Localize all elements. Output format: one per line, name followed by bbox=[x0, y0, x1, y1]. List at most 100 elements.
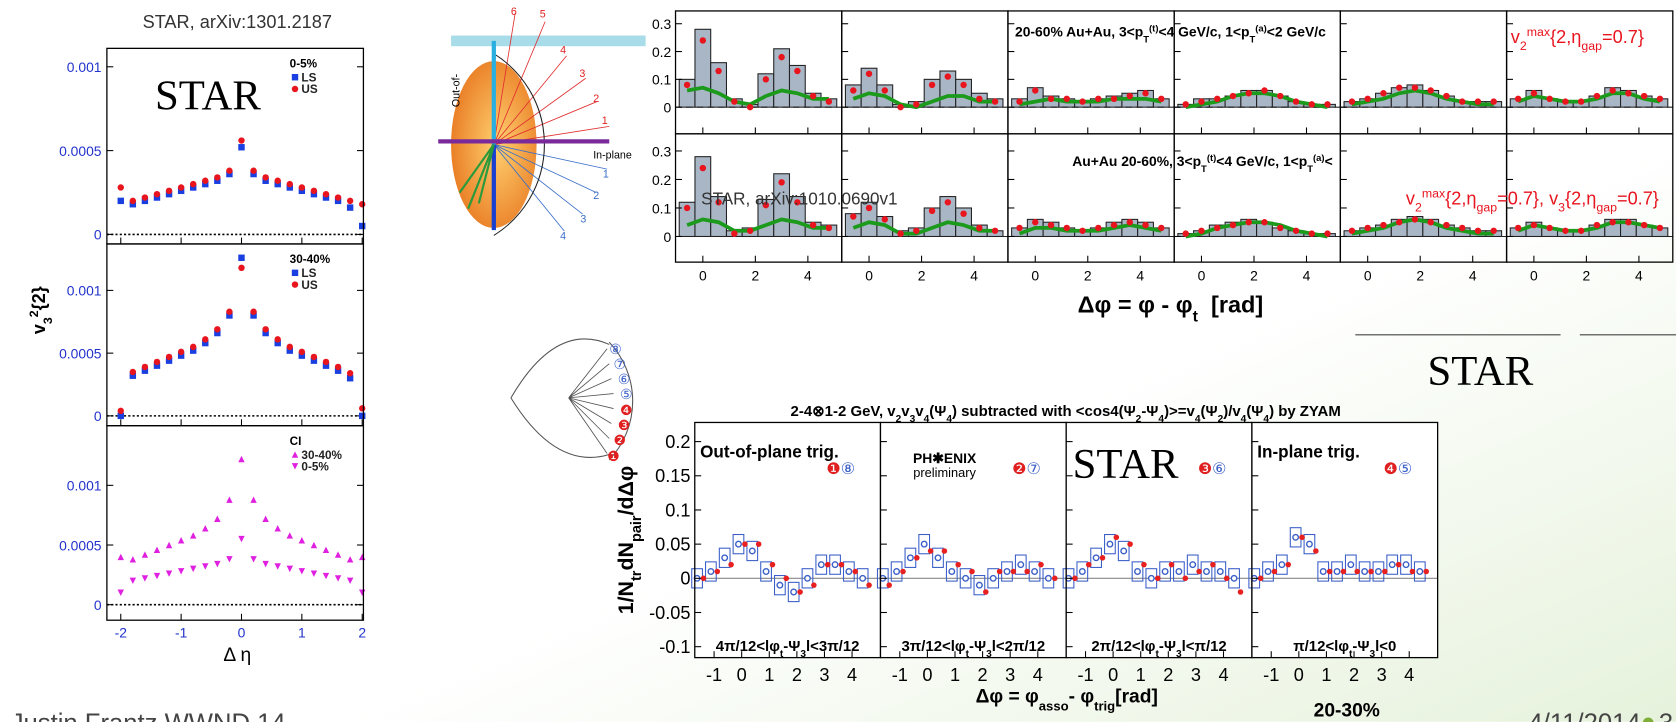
marker bbox=[298, 184, 306, 191]
marker bbox=[1044, 574, 1052, 582]
range-label: 2π/12<lφt-Ψ3l<π/12 bbox=[1091, 638, 1226, 660]
marker bbox=[1530, 221, 1538, 229]
marker bbox=[941, 548, 948, 554]
marker bbox=[809, 221, 817, 229]
x-tick-label: 3 bbox=[1191, 665, 1201, 685]
marker bbox=[1546, 224, 1553, 232]
marker bbox=[1292, 227, 1300, 234]
text-part: gap bbox=[1596, 200, 1617, 214]
marker bbox=[1427, 87, 1434, 94]
marker bbox=[1364, 224, 1371, 232]
marker bbox=[850, 213, 857, 220]
sys-box bbox=[801, 568, 814, 589]
flow-curve bbox=[686, 217, 829, 233]
marker bbox=[141, 551, 149, 558]
text-part: l<3π/12 bbox=[806, 638, 859, 655]
marker bbox=[996, 568, 1003, 575]
marker bbox=[291, 85, 299, 93]
marker bbox=[1110, 221, 1118, 229]
sys-box bbox=[973, 574, 986, 596]
legend-label: 0-5% bbox=[301, 461, 329, 474]
marker bbox=[927, 548, 934, 554]
marker bbox=[1210, 561, 1216, 568]
text-part: 2 bbox=[1136, 414, 1142, 425]
text-part: {2,η bbox=[1445, 188, 1476, 208]
marker bbox=[1348, 98, 1356, 105]
marker bbox=[238, 254, 245, 261]
panel-frame bbox=[106, 425, 365, 621]
flow-curve bbox=[852, 91, 996, 110]
marker bbox=[1459, 98, 1466, 105]
marker bbox=[1203, 568, 1210, 575]
marker bbox=[1625, 219, 1632, 226]
marker bbox=[1063, 224, 1070, 232]
marker bbox=[900, 568, 906, 575]
x-tick-label: 3 bbox=[1005, 665, 1015, 685]
y-tick-label: 0.001 bbox=[67, 59, 102, 75]
x-axis-label: Δφ = φasso- φtrig[rad] bbox=[976, 687, 1158, 714]
marker bbox=[1340, 568, 1347, 575]
text-part: <4 GeV/c, 1<p bbox=[1158, 24, 1249, 40]
y-tick-label: 0 bbox=[664, 229, 672, 245]
marker bbox=[346, 577, 354, 585]
x-tick-label: 4 bbox=[1635, 267, 1643, 283]
sys-box bbox=[1104, 533, 1116, 555]
text-part: Δφ = φ bbox=[976, 687, 1039, 708]
text-part: v bbox=[1406, 188, 1416, 208]
marker bbox=[1324, 101, 1331, 108]
marker bbox=[334, 551, 342, 558]
marker bbox=[769, 561, 776, 568]
marker bbox=[1292, 533, 1300, 541]
x-tick-label: 1 bbox=[298, 624, 306, 640]
fan-label: ⑦ bbox=[614, 356, 626, 372]
marker bbox=[824, 561, 831, 568]
y-tick-label: 0 bbox=[664, 100, 672, 116]
legend-label: US bbox=[301, 279, 317, 292]
x-tick-label: 2 bbox=[1250, 267, 1258, 283]
marker bbox=[1324, 230, 1331, 237]
marker bbox=[1609, 87, 1616, 94]
fan-label: ❶ bbox=[607, 448, 619, 464]
x-axis-label: Δ η bbox=[223, 645, 251, 666]
source-label: STAR, arXiv:1010.0690v1 bbox=[701, 189, 897, 208]
text-part: t bbox=[966, 649, 970, 660]
y-tick-label: 0 bbox=[94, 597, 102, 613]
bin-number: 1 bbox=[603, 169, 609, 181]
text-part: tr bbox=[629, 570, 645, 581]
marker bbox=[177, 537, 185, 544]
marker bbox=[1347, 561, 1355, 569]
row-title: 20-60% Au+Au, 3<pT(t)<4 GeV/c, 1<pT(a)<2… bbox=[1015, 23, 1326, 45]
text-part: t bbox=[1193, 308, 1199, 325]
x-tick-label: 2 bbox=[1416, 267, 1424, 283]
text-part: (Ψ bbox=[1200, 403, 1217, 420]
marker bbox=[359, 412, 366, 420]
text-part: (t) bbox=[1207, 152, 1216, 163]
marker bbox=[845, 568, 853, 575]
x-tick-label: -1 bbox=[706, 665, 722, 685]
marker bbox=[1010, 568, 1017, 575]
sys-box bbox=[746, 540, 759, 562]
x-tick-label: 3 bbox=[1377, 665, 1387, 685]
marker bbox=[991, 227, 999, 234]
marker bbox=[153, 194, 161, 201]
text-part: 4 bbox=[1158, 414, 1164, 425]
marker bbox=[250, 556, 257, 563]
x-tick-label: 4 bbox=[1033, 665, 1043, 685]
out-label: Out-of- bbox=[451, 73, 463, 107]
marker bbox=[1348, 227, 1356, 234]
marker bbox=[214, 177, 221, 184]
marker bbox=[991, 98, 999, 105]
text-part: 2 bbox=[1520, 39, 1527, 53]
marker bbox=[346, 556, 354, 563]
text-part: <4 GeV/c, 1<p bbox=[1216, 153, 1307, 169]
marker bbox=[214, 515, 221, 522]
y-tick-label: 0.1 bbox=[652, 200, 672, 216]
marker bbox=[1214, 224, 1221, 232]
x-tick-label: 0 bbox=[1530, 267, 1538, 283]
marker bbox=[699, 164, 707, 172]
trigger-fan-diagram: ⑧ ⑦ ⑥ ⑤ ❹ ❸ ❷ ❶ bbox=[510, 338, 634, 464]
marker bbox=[1016, 224, 1023, 232]
x-tick-label: 4 bbox=[1303, 267, 1311, 283]
marker bbox=[202, 180, 209, 188]
marker bbox=[913, 227, 920, 234]
